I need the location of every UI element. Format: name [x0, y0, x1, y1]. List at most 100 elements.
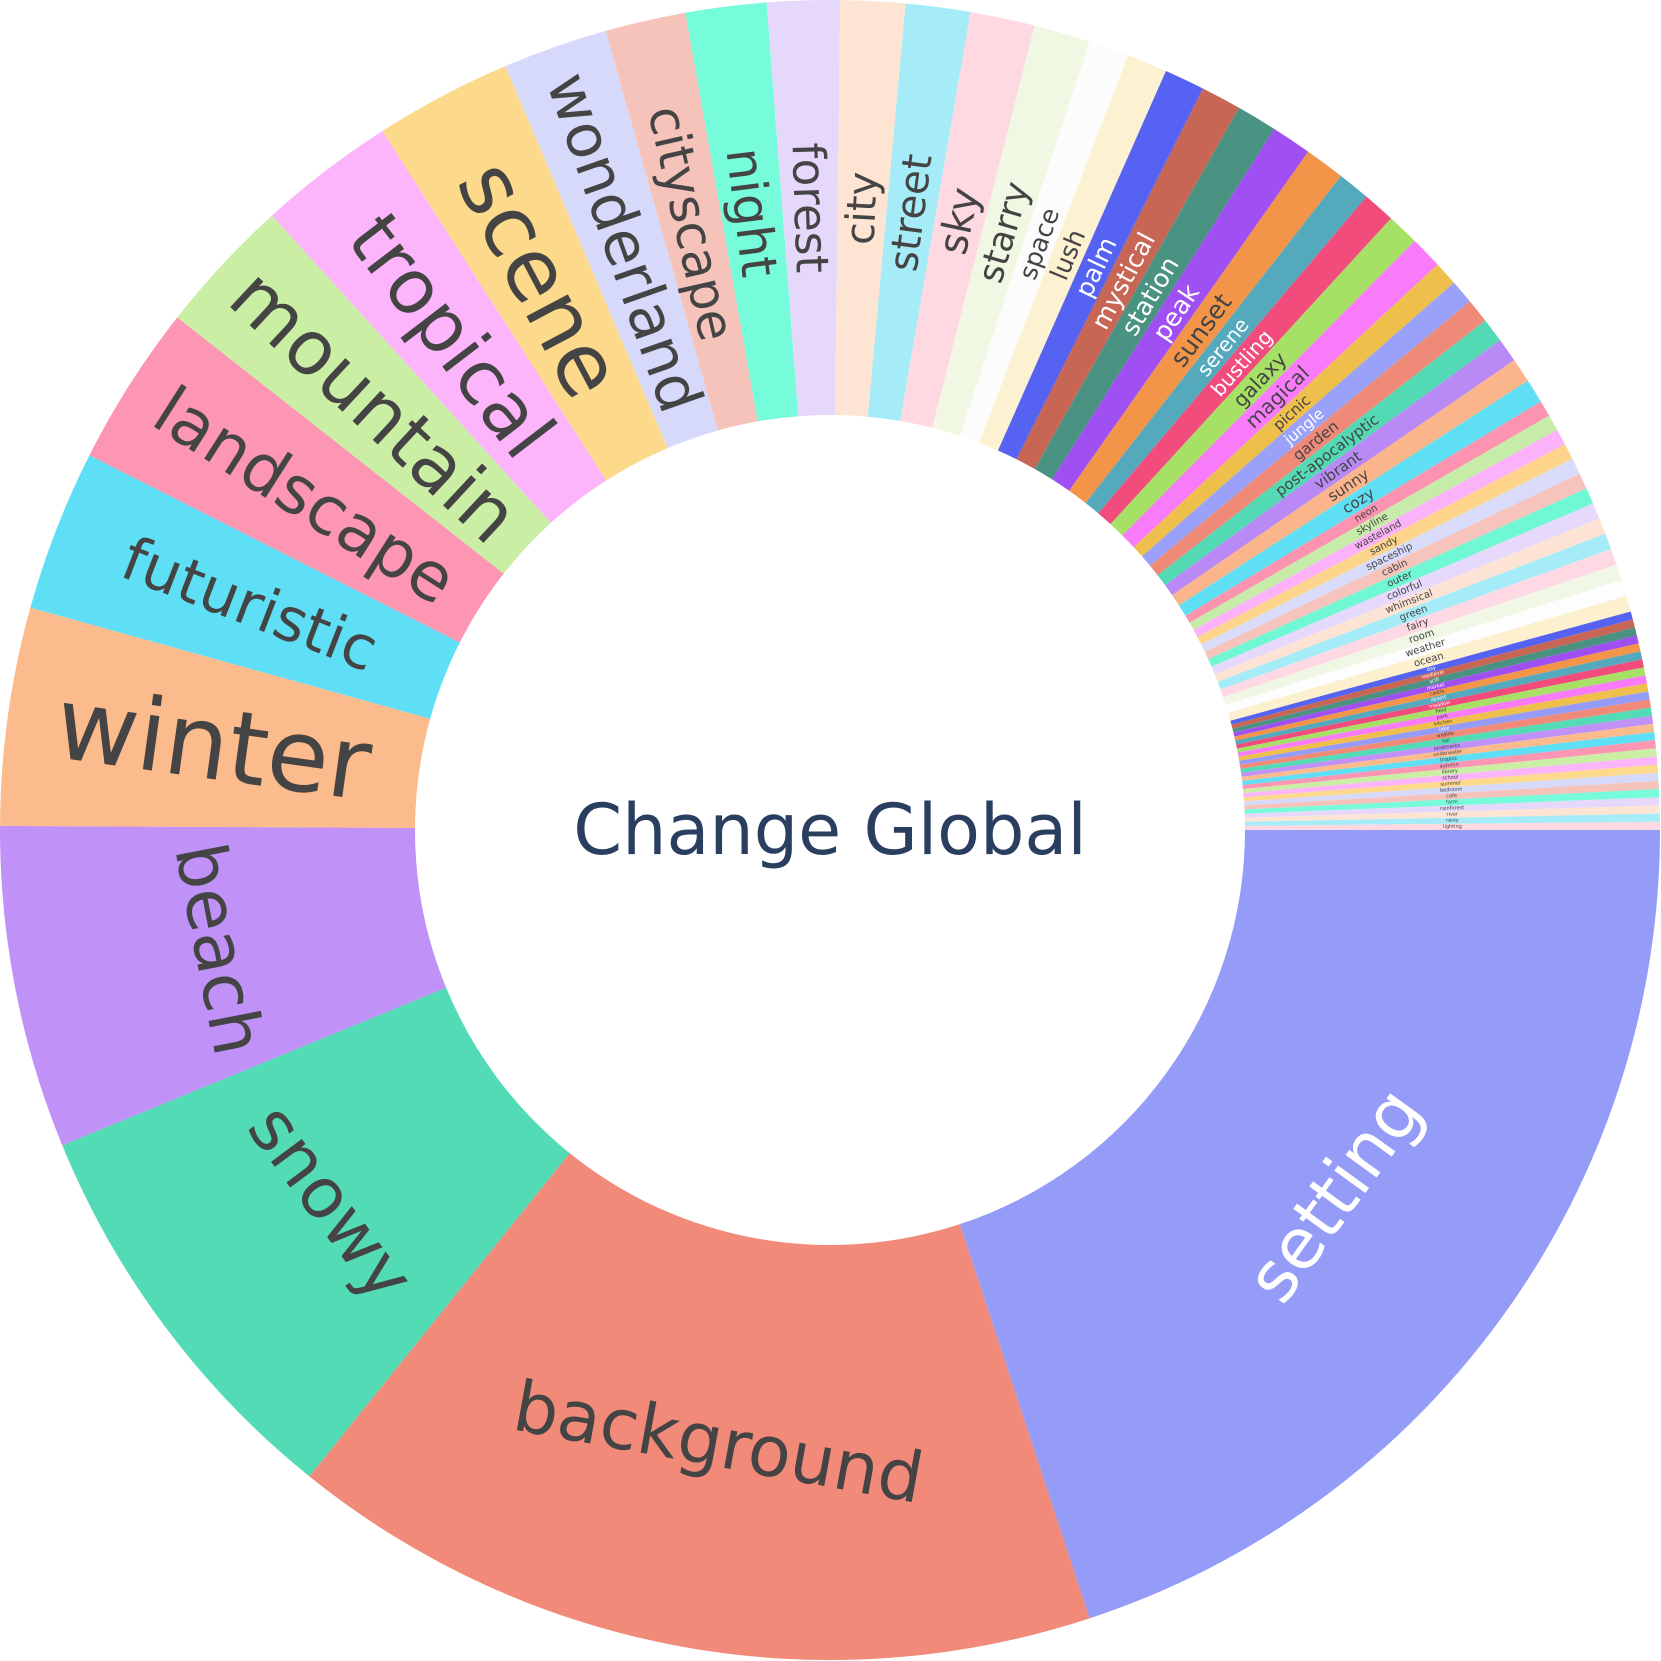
slice-cafe	[1244, 780, 1659, 810]
slice-outer	[1208, 488, 1594, 667]
slice-field	[1236, 667, 1646, 753]
slice-day	[1230, 611, 1633, 725]
slice-label-field: field	[1435, 707, 1447, 715]
slice-market	[1233, 635, 1639, 737]
slice-label-rainy: rainy	[1446, 818, 1459, 824]
slice-label-cafe: cafe	[1446, 793, 1457, 800]
slice-futuristic	[30, 455, 460, 719]
slice-label-scifi: scifi	[1429, 677, 1440, 685]
slice-label-desert: desert	[1430, 694, 1447, 703]
slice-cityscape	[605, 12, 758, 431]
slice-wasteland	[1193, 429, 1565, 638]
slice-fairy	[1220, 549, 1617, 698]
slice-school	[1243, 756, 1658, 798]
slice-label-medieval: medieval	[1421, 669, 1445, 681]
slice-lighting	[1244, 821, 1660, 830]
slice-green	[1217, 533, 1612, 690]
slice-fall	[1240, 707, 1653, 773]
slice-autumn	[1242, 740, 1656, 790]
slice-scifi	[1232, 627, 1637, 733]
slice-cozy	[1178, 380, 1541, 616]
slice-label-park: park	[1436, 713, 1448, 721]
chart-title: Change Global	[573, 789, 1087, 871]
slice-label-forest: forest	[781, 142, 838, 274]
slice-label-bedroom: bedroom	[1440, 786, 1463, 793]
slice-kitchen	[1238, 683, 1649, 761]
slice-space	[959, 41, 1129, 443]
slice-neon	[1185, 401, 1550, 623]
slice-label-tropics: tropics	[1440, 756, 1458, 764]
slice-label-rainforest: rainforest	[1440, 805, 1464, 812]
slice-magical	[1122, 240, 1438, 548]
slice-tropics	[1242, 731, 1656, 786]
slice-ocean	[1228, 595, 1631, 721]
slice-palm	[997, 71, 1203, 460]
slice-label-meadow: meadow	[1429, 700, 1451, 710]
slice-mountain	[177, 215, 551, 574]
slice-snowy	[62, 987, 570, 1477]
slice-city	[835, 0, 906, 417]
slice-sky	[900, 11, 1035, 428]
slice-desert	[1235, 651, 1643, 745]
slice-river	[1244, 805, 1660, 822]
slice-garden	[1149, 301, 1486, 576]
slice-label-landmarks: landmarks	[1434, 743, 1461, 752]
slice-beach	[0, 825, 447, 1146]
slice-night	[685, 2, 799, 422]
slice-label-city: city	[837, 171, 887, 246]
slice-weather	[1225, 580, 1627, 713]
slice-meadow	[1236, 659, 1644, 749]
slice-cabin	[1204, 473, 1587, 660]
slice-label-kitchen: kitchen	[1434, 719, 1453, 728]
slice-rainy	[1244, 813, 1660, 826]
slice-label-wildlife: wildlife	[1436, 731, 1454, 740]
slice-room	[1223, 564, 1622, 706]
slice-spaceship	[1201, 458, 1580, 652]
slice-label-lake: lake	[1439, 725, 1450, 733]
slice-label-summer: summer	[1440, 780, 1462, 788]
slice-landscape	[89, 317, 504, 643]
slice-forest	[766, 0, 841, 417]
slice-scene	[382, 66, 668, 481]
slice-summer	[1243, 764, 1659, 802]
slice-colorful	[1211, 503, 1600, 675]
slice-underwater	[1241, 723, 1655, 781]
slice-label-library: library	[1441, 768, 1458, 775]
slice-label-underwater: underwater	[1433, 749, 1463, 759]
slice-lake	[1239, 691, 1650, 765]
slice-tropical	[271, 131, 607, 523]
slice-lush	[979, 55, 1166, 451]
slice-skyline	[1189, 415, 1558, 630]
slice-peak	[1052, 128, 1309, 491]
slice-label-autumn: autumn	[1439, 762, 1459, 770]
slice-picnic	[1133, 264, 1454, 557]
slice-library	[1242, 748, 1657, 794]
slice-mystical	[1016, 88, 1240, 469]
slice-starry	[932, 25, 1090, 436]
slice-bedroom	[1244, 772, 1659, 806]
slice-park	[1237, 675, 1647, 757]
slice-medieval	[1231, 619, 1635, 729]
slice-label-fall: fall	[1442, 738, 1450, 745]
slice-castle	[1234, 643, 1641, 741]
slice-label-castle: castle	[1429, 688, 1445, 697]
slice-farm	[1244, 789, 1660, 814]
slice-serene	[1085, 176, 1367, 514]
slice-label-school: school	[1442, 774, 1459, 781]
slice-winter	[0, 607, 431, 828]
slice-whimsical	[1214, 518, 1606, 682]
slice-label-market: market	[1426, 682, 1445, 692]
slice-sunset	[1069, 151, 1342, 504]
slice-label-day: day	[1426, 665, 1436, 673]
slice-bustling	[1098, 196, 1392, 525]
slice-sandy	[1197, 444, 1573, 645]
slice-background	[309, 1153, 1090, 1660]
slice-jungle	[1141, 282, 1470, 566]
slice-wonderland	[505, 30, 718, 449]
slice-vibrant	[1165, 340, 1515, 596]
slice-label-river: river	[1446, 811, 1459, 817]
slice-landmarks	[1241, 715, 1654, 777]
slice-label-farm: farm	[1446, 799, 1458, 806]
slice-rainforest	[1244, 797, 1660, 818]
